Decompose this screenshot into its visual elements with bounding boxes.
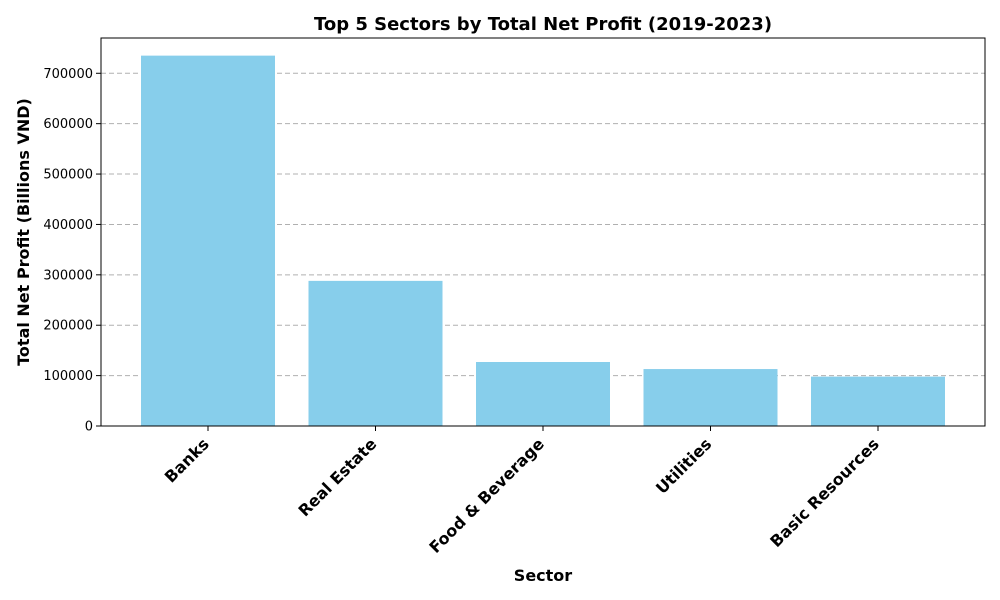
bar-banks: [141, 55, 275, 427]
x-tick-label: Food & Beverage: [425, 434, 548, 557]
y-tick-label: 0: [85, 420, 93, 435]
x-tick-label: Utilities: [652, 434, 715, 497]
y-tick-label: 100000: [43, 369, 93, 384]
bar-utilities: [643, 369, 778, 426]
y-tick-label: 300000: [43, 268, 93, 283]
x-axis-ticks: Banks Real Estate Food & Beverage Utilities…: [161, 426, 883, 557]
x-tick-label: Banks: [161, 434, 213, 486]
y-axis-label: Total Net Profit (Billions VND): [14, 98, 33, 366]
y-tick-label: 600000: [43, 117, 93, 132]
y-axis-ticks: 0 100000 200000 300000 400000 500000 600000 700…: [43, 67, 101, 435]
bar-food-beverage: [476, 362, 610, 426]
chart-title: Top 5 Sectors by Total Net Profit (2019-…: [314, 14, 772, 35]
bar-real-estate: [308, 280, 443, 426]
y-tick-label: 500000: [43, 168, 93, 183]
bars: [141, 55, 945, 427]
y-tick-label: 200000: [43, 319, 93, 334]
bar-basic-resources: [811, 376, 945, 426]
y-tick-label: 400000: [43, 218, 93, 233]
x-tick-label: Real Estate: [294, 434, 380, 520]
x-tick-label: Basic Resources: [766, 434, 883, 551]
y-tick-label: 700000: [43, 67, 93, 82]
x-axis-label: Sector: [514, 566, 573, 585]
